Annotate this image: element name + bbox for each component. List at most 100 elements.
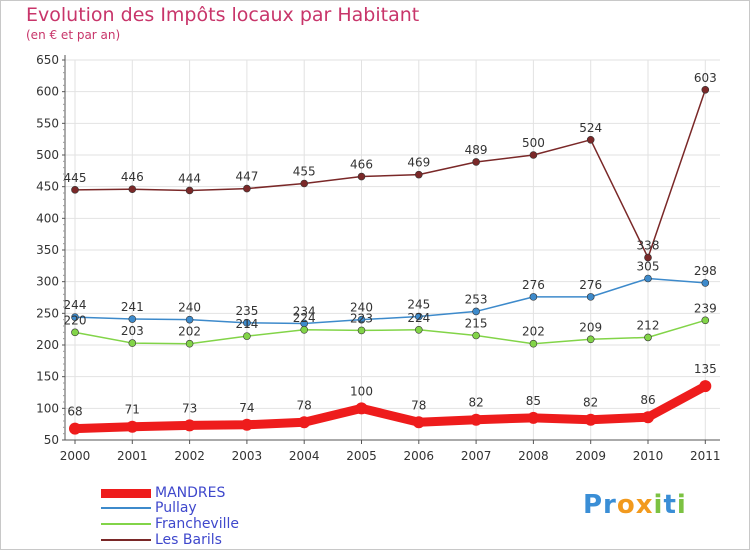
- data-point-francheville: [300, 325, 309, 334]
- data-point-francheville: [414, 325, 423, 334]
- data-label-francheville: 202: [178, 325, 201, 339]
- x-tick-label: 2008: [518, 449, 549, 463]
- data-point-les-barils: [357, 172, 366, 181]
- data-label-pullay: 305: [637, 260, 660, 274]
- data-label-francheville: 202: [522, 325, 545, 339]
- legend-label-les-barils: Les Barils: [155, 532, 222, 548]
- data-label-les-barils: 447: [235, 170, 258, 184]
- data-label-mandres: 78: [297, 398, 312, 412]
- data-point-pullay: [529, 293, 538, 301]
- proxiti-logo: Proxiti: [583, 490, 687, 520]
- data-point-pullay: [586, 293, 595, 301]
- series-line-francheville: [74, 319, 707, 345]
- data-label-pullay: 240: [350, 301, 373, 315]
- legend-label-pullay: Pullay: [155, 500, 197, 516]
- legend-swatch-mandres: [101, 489, 151, 498]
- data-label-francheville: 203: [121, 324, 144, 338]
- data-label-francheville: 214: [235, 317, 258, 331]
- data-label-les-barils: 455: [293, 165, 316, 179]
- data-label-les-barils: 603: [694, 71, 717, 85]
- x-tick-label: 2010: [633, 449, 664, 463]
- data-point-les-barils: [300, 179, 309, 188]
- data-point-les-barils: [529, 151, 538, 159]
- data-point-mandres: [298, 416, 311, 429]
- legend-label-francheville: Francheville: [155, 516, 239, 532]
- x-tick-label: 2001: [117, 449, 148, 463]
- data-point-francheville: [644, 333, 652, 342]
- logo-letter: i: [676, 490, 687, 520]
- data-point-pullay: [701, 279, 710, 287]
- x-tick-label: 2011: [690, 449, 721, 463]
- data-point-pullay: [357, 315, 366, 324]
- x-tick-label: 2000: [60, 449, 91, 463]
- legend-label-mandres: MANDRES: [155, 485, 226, 501]
- data-point-francheville: [472, 331, 480, 340]
- data-point-pullay: [644, 274, 652, 283]
- data-label-pullay: 241: [121, 300, 144, 314]
- series-line-pullay: [74, 277, 707, 325]
- logo-letter: Pr: [583, 490, 617, 520]
- data-label-pullay: 240: [178, 301, 201, 315]
- data-label-mandres: 78: [411, 398, 426, 412]
- data-point-pullay: [71, 313, 79, 321]
- x-tick-label: 2004: [289, 449, 320, 463]
- data-label-mandres: 85: [526, 394, 541, 408]
- x-tick-label: 2005: [346, 449, 377, 463]
- data-point-les-barils: [71, 186, 79, 194]
- data-label-les-barils: 500: [522, 136, 545, 150]
- series-line-les-barils: [74, 89, 707, 259]
- legend-swatch-pullay: [101, 507, 151, 509]
- y-tick-label: 100: [36, 401, 59, 415]
- data-label-mandres: 74: [239, 401, 254, 415]
- data-point-pullay: [472, 307, 480, 316]
- y-tick-label: 300: [36, 275, 59, 289]
- data-label-mandres: 82: [583, 396, 598, 410]
- data-point-les-barils: [472, 158, 480, 166]
- data-point-pullay: [414, 312, 423, 321]
- data-point-mandres: [183, 419, 196, 432]
- data-point-mandres: [699, 380, 712, 393]
- chart-subtitle: (en € et par an): [26, 28, 121, 42]
- x-tick-label: 2006: [404, 449, 435, 463]
- data-label-les-barils: 466: [350, 158, 373, 172]
- data-point-francheville: [71, 328, 79, 337]
- data-label-mandres: 82: [468, 396, 483, 410]
- data-label-francheville: 212: [637, 318, 660, 332]
- data-label-mandres: 135: [694, 362, 717, 376]
- legend-swatch-les-barils: [101, 539, 151, 541]
- logo-letter: i: [653, 490, 664, 520]
- series-line-mandres: [70, 381, 710, 434]
- data-point-les-barils: [414, 170, 423, 179]
- data-point-mandres: [527, 411, 540, 424]
- data-label-mandres: 100: [350, 384, 373, 398]
- data-label-pullay: 276: [522, 278, 545, 292]
- data-label-mandres: 71: [125, 403, 140, 417]
- data-point-mandres: [584, 413, 597, 426]
- y-tick-label: 350: [36, 243, 59, 257]
- data-label-pullay: 244: [64, 298, 87, 312]
- legend-swatch-francheville: [101, 523, 151, 525]
- y-tick-label: 650: [36, 53, 59, 67]
- logo-letter: x: [635, 490, 654, 520]
- y-tick-label: 550: [36, 116, 59, 130]
- data-label-francheville: 224: [293, 311, 316, 325]
- data-label-mandres: 68: [67, 405, 82, 419]
- x-tick-label: 2009: [575, 449, 606, 463]
- data-label-les-barils: 489: [465, 143, 488, 157]
- data-label-les-barils: 469: [407, 156, 430, 170]
- y-tick-label: 250: [36, 306, 59, 320]
- data-point-mandres: [470, 413, 483, 426]
- logo-letter: o: [616, 490, 636, 520]
- y-tick-label: 150: [36, 370, 59, 384]
- data-point-mandres: [355, 402, 368, 415]
- data-label-pullay: 235: [235, 304, 258, 318]
- y-tick-label: 500: [36, 148, 59, 162]
- data-label-mandres: 73: [182, 401, 197, 415]
- data-point-les-barils: [586, 136, 595, 144]
- data-label-les-barils: 446: [121, 170, 144, 184]
- data-point-francheville: [357, 326, 366, 335]
- data-label-pullay: 253: [465, 292, 488, 306]
- data-point-les-barils: [185, 186, 194, 195]
- data-point-mandres: [69, 422, 81, 435]
